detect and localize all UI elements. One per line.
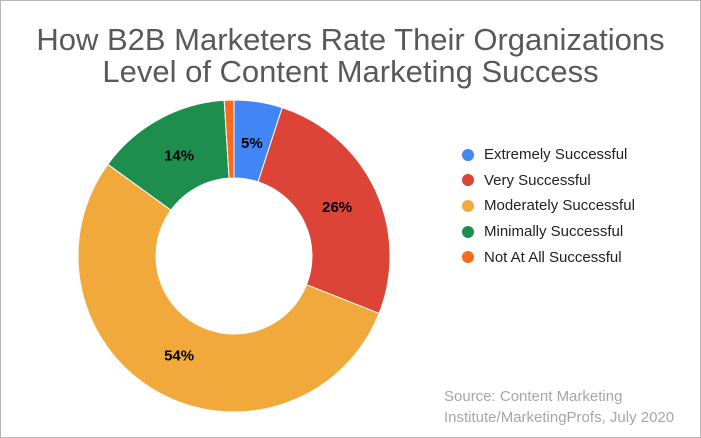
chart-title-line-2: Level of Content Marketing Success bbox=[102, 54, 599, 89]
slice-moderately-successful bbox=[77, 163, 380, 413]
legend-swatch bbox=[462, 148, 474, 161]
legend-swatch bbox=[462, 174, 474, 187]
legend-item-moderately-successful: Moderately Successful bbox=[462, 193, 635, 219]
source-line-2: Institute/MarketingProfs, July 2020 bbox=[444, 409, 675, 426]
slice-very-successful bbox=[257, 107, 391, 315]
data-label-minimally-successful: 14% bbox=[164, 148, 194, 165]
legend-item-minimally-successful: Minimally Successful bbox=[462, 219, 635, 245]
source-line-1: Source: Content Marketing bbox=[444, 388, 623, 405]
legend-label: Minimally Successful bbox=[484, 223, 624, 241]
legend-label: Very Successful bbox=[484, 171, 591, 189]
data-label-extremely-successful: 5% bbox=[241, 135, 263, 152]
legend-item-extremely-successful: Extremely Successful bbox=[462, 142, 635, 168]
source-note: Source: Content Marketing Institute/Mark… bbox=[444, 386, 699, 428]
legend-swatch bbox=[462, 251, 474, 264]
data-label-very-successful: 26% bbox=[322, 199, 352, 216]
chart-title-line-1: How B2B Marketers Rate Their Organizatio… bbox=[36, 22, 665, 57]
legend-item-very-successful: Very Successful bbox=[462, 168, 635, 194]
legend-swatch bbox=[462, 199, 474, 212]
chart-legend: Extremely Successful Very Successful Moder… bbox=[462, 142, 635, 270]
legend-label: Moderately Successful bbox=[484, 197, 635, 215]
slice-not-at-all-successful bbox=[223, 99, 235, 179]
data-label-moderately-successful: 54% bbox=[164, 347, 194, 364]
legend-label: Extremely Successful bbox=[484, 146, 628, 164]
legend-swatch bbox=[462, 225, 474, 238]
legend-label: Not At All Successful bbox=[484, 248, 622, 266]
legend-item-not-at-all-successful: Not At All Successful bbox=[462, 244, 635, 270]
